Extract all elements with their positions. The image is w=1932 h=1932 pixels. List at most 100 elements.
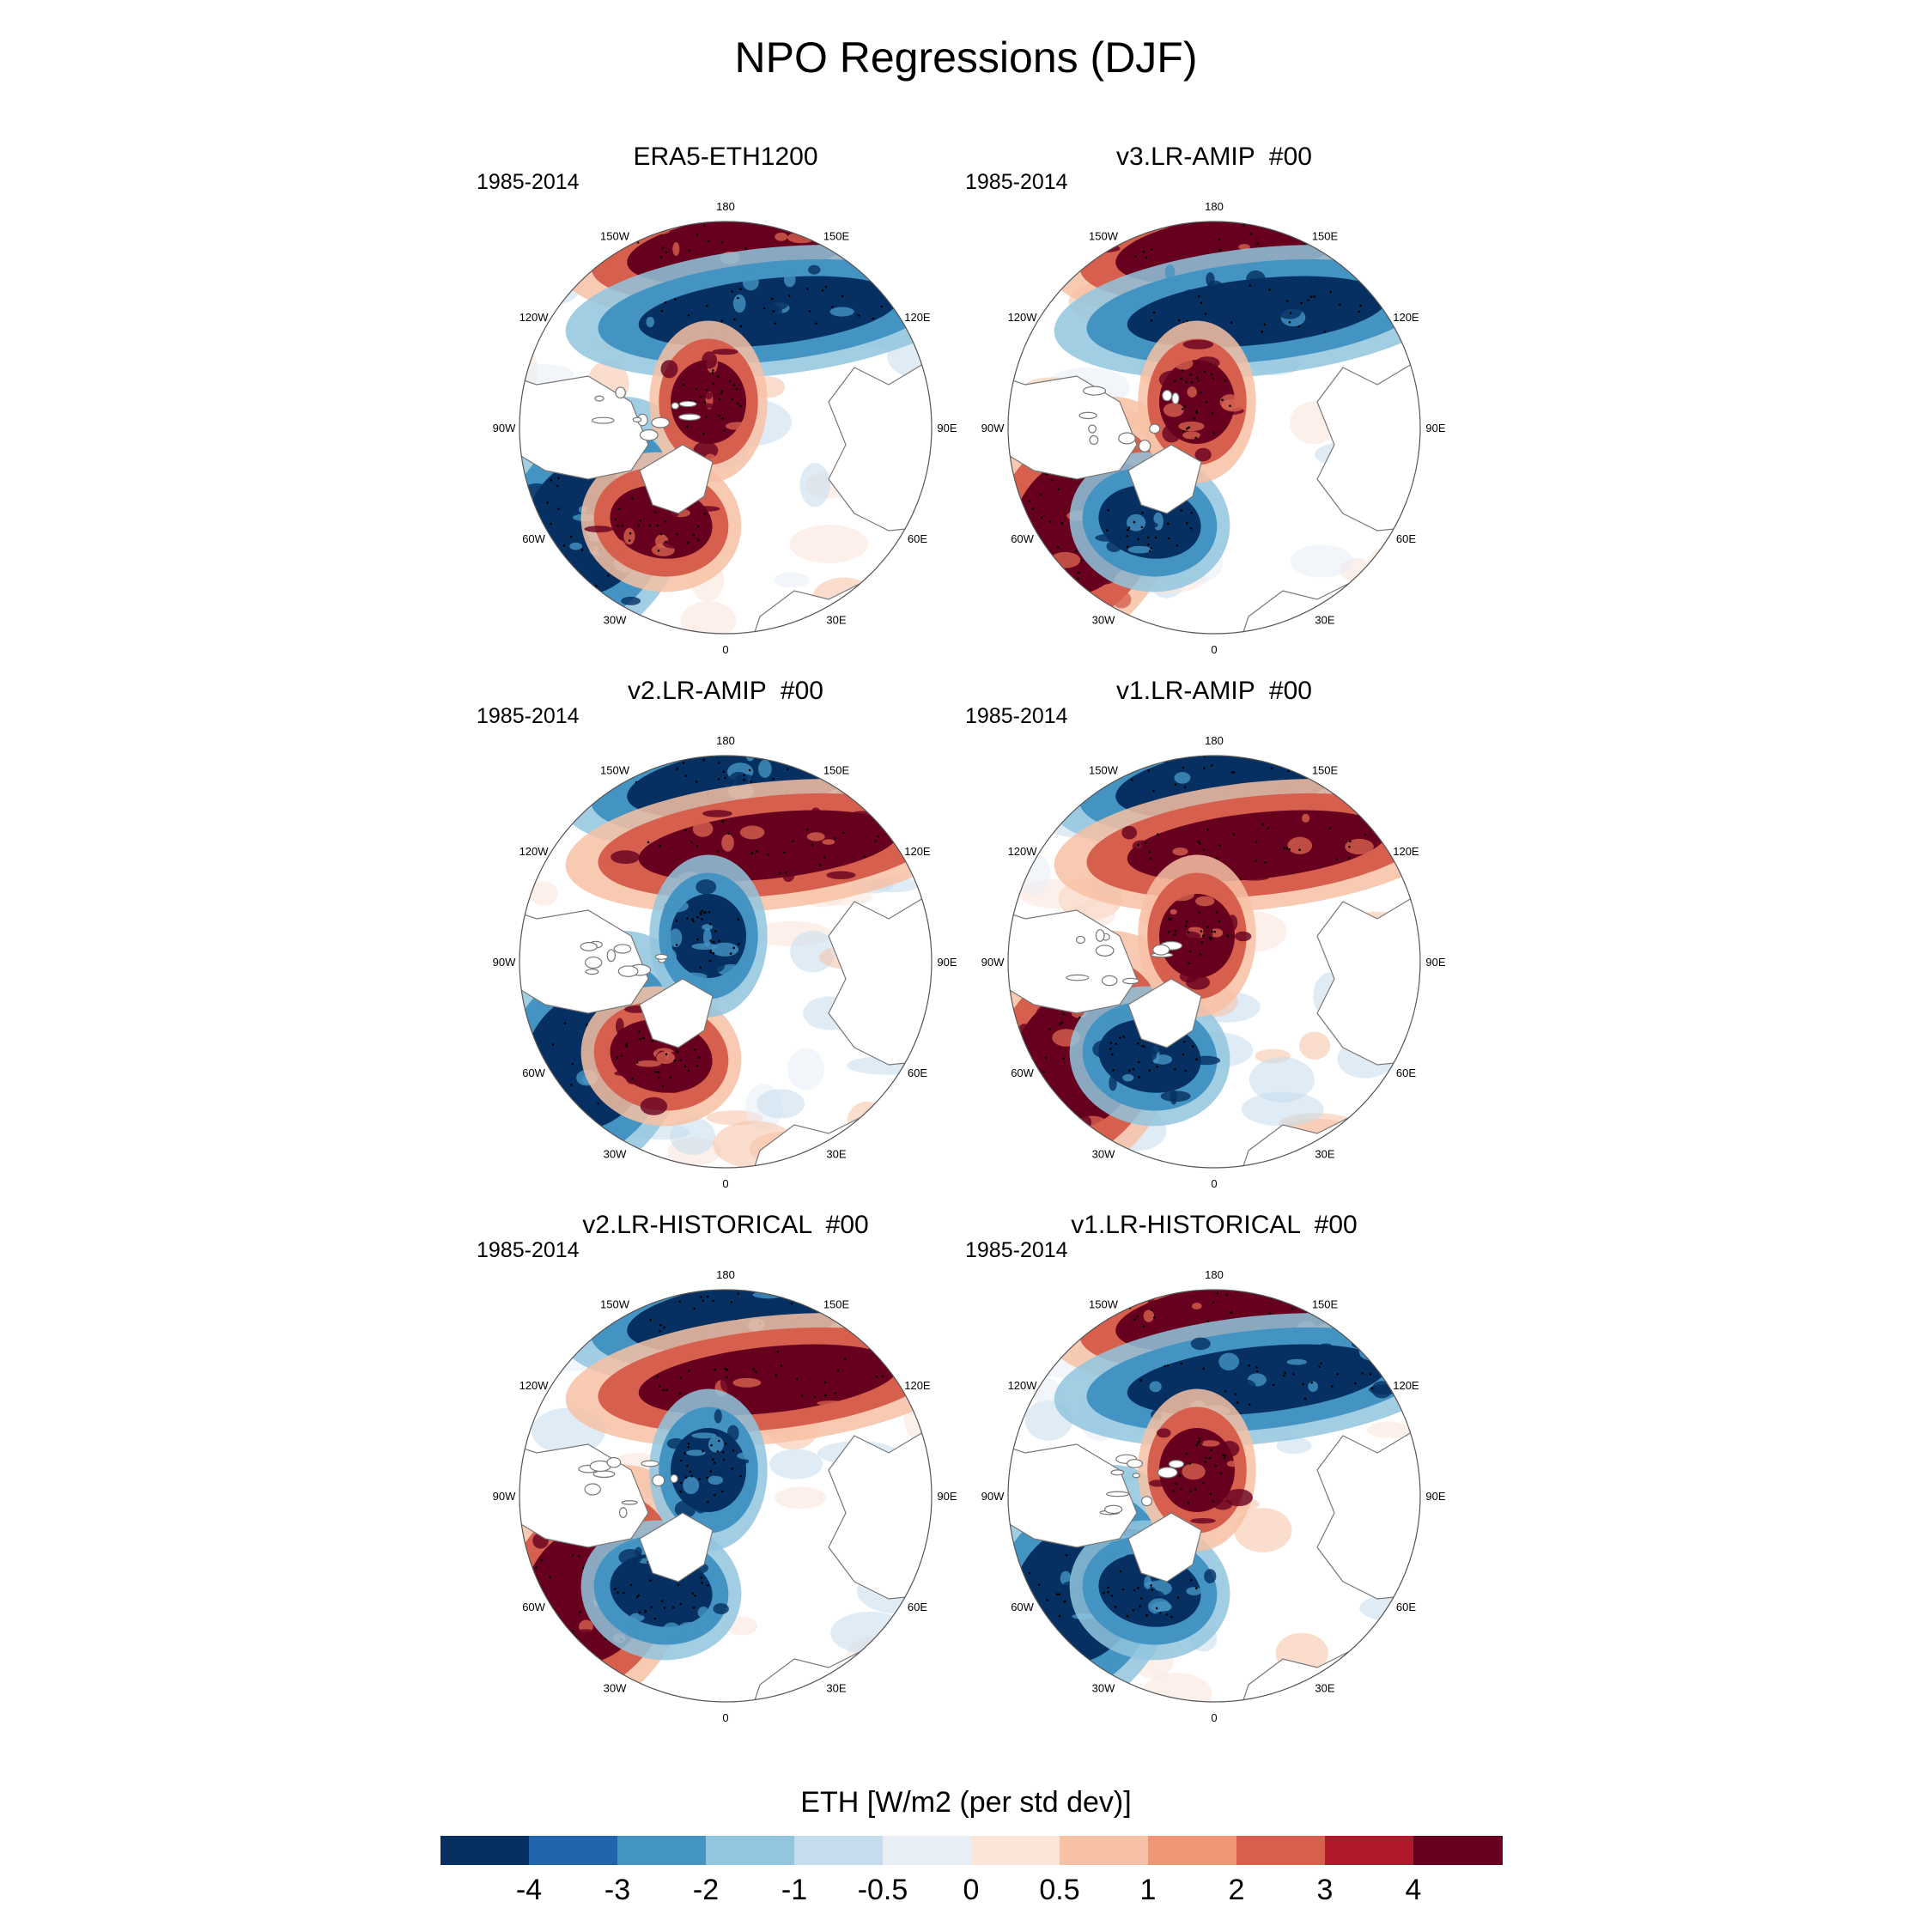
anomaly-speckle [697, 1607, 709, 1619]
significance-dot [1270, 767, 1273, 770]
significance-dot [651, 1040, 654, 1042]
landmass-eurasia [1316, 314, 1420, 558]
anomaly-speckle [702, 810, 732, 817]
anomaly-speckle [647, 1387, 674, 1400]
significance-dot [625, 1042, 629, 1046]
significance-dot [739, 288, 742, 290]
longitude-label: 90W [493, 956, 516, 969]
anomaly-patch [529, 273, 580, 305]
anomaly-speckle [1176, 923, 1189, 935]
significance-dot [637, 525, 641, 527]
anomaly-speckle [788, 1290, 796, 1297]
anomaly-speckle [691, 943, 717, 950]
significance-dot [1313, 295, 1315, 298]
significance-dot [1042, 1070, 1045, 1073]
arctic-island [1076, 935, 1085, 945]
significance-dot [1248, 1403, 1251, 1406]
significance-dot [1223, 1457, 1226, 1460]
longitude-label: 120E [904, 1379, 931, 1392]
significance-dot [1140, 1044, 1144, 1048]
significance-dot [875, 1375, 878, 1378]
landmass-greenland [639, 1512, 714, 1583]
significance-dot [709, 1470, 713, 1473]
significance-dot [571, 1553, 574, 1557]
significance-dot [1284, 1371, 1287, 1375]
significance-dot [674, 298, 677, 301]
anomaly-speckle [1057, 1553, 1073, 1563]
anomaly-speckle [1060, 595, 1086, 603]
significance-dot [1309, 295, 1313, 299]
significance-dot [569, 535, 573, 538]
arctic-island [671, 402, 680, 410]
significance-dot [792, 840, 794, 842]
longitude-label: 60E [908, 1601, 927, 1613]
anomaly-speckle [725, 422, 750, 430]
significance-dot [563, 1022, 567, 1025]
anomaly-speckle [1235, 931, 1252, 942]
significance-dot [1187, 1501, 1190, 1504]
anomaly-speckle [613, 1042, 623, 1048]
significance-dot [617, 507, 621, 511]
significance-dot [707, 1583, 709, 1587]
anomaly-speckle [666, 949, 677, 963]
anomaly-speckle [1195, 896, 1215, 907]
significance-dot [656, 1375, 659, 1378]
anomaly-speckle [1160, 1091, 1191, 1103]
significance-dot [1261, 331, 1263, 334]
significance-dot [1330, 1385, 1334, 1388]
arctic-island [606, 1456, 622, 1468]
anomaly-speckle [609, 539, 627, 554]
anomaly-speckle [719, 428, 729, 435]
anomaly-speckle [1284, 299, 1306, 310]
significance-dot [1186, 428, 1188, 430]
significance-dot [687, 313, 690, 317]
anomaly-patch [680, 601, 737, 634]
anomaly-speckle [708, 1475, 723, 1485]
anomaly-speckle [656, 1051, 676, 1065]
significance-dot [1176, 1596, 1180, 1599]
significance-dot [650, 1606, 653, 1608]
significance-dot [1195, 1587, 1198, 1589]
anomaly-speckle [640, 1097, 668, 1115]
significance-dot [1168, 917, 1170, 920]
anomaly-patch [1241, 1091, 1324, 1127]
significance-dot [1348, 845, 1351, 848]
longitude-label: 90E [1425, 956, 1445, 969]
significance-dot [1050, 478, 1054, 482]
longitude-label: 90W [981, 422, 1005, 434]
arctic-island [580, 942, 598, 951]
significance-dot [836, 1369, 840, 1372]
significance-dot [702, 758, 706, 762]
anomaly-speckle [550, 1054, 561, 1061]
colorbar-swatch [529, 1836, 618, 1865]
arctic-island [592, 416, 615, 424]
colorbar-swatch [794, 1836, 884, 1865]
anomaly-speckle [1252, 844, 1280, 855]
significance-dot [735, 387, 738, 391]
anomaly-speckle [1222, 769, 1239, 787]
anomaly-speckle [1160, 528, 1168, 544]
significance-dot [686, 541, 690, 544]
anomaly-patch [787, 1048, 824, 1091]
anomaly-speckle [1209, 928, 1224, 938]
significance-dot [1200, 391, 1203, 394]
significance-dot [1226, 934, 1229, 937]
anomaly-speckle [558, 1631, 573, 1639]
polar-map: 180 150E 120E 90E 60E 30E 0 30W 60W 90W 120W 150W [493, 200, 957, 656]
anomaly-speckle [750, 1369, 762, 1378]
significance-dot [795, 1377, 799, 1381]
longitude-label: 0 [722, 1711, 728, 1724]
colorbar-tick-label: -4 [515, 1874, 543, 1906]
significance-dot [1190, 511, 1194, 514]
significance-dot [644, 1609, 647, 1613]
significance-dot [678, 1393, 682, 1395]
anomaly-patch [1290, 544, 1354, 578]
significance-dot [1298, 848, 1301, 852]
significance-dot [1167, 537, 1170, 540]
significance-dot [1204, 1461, 1206, 1463]
longitude-label: 150W [600, 230, 630, 243]
significance-dot [1190, 1578, 1193, 1582]
anomaly-patch [1352, 1138, 1417, 1168]
significance-dot [1110, 1053, 1114, 1056]
significance-dot [1028, 500, 1030, 503]
